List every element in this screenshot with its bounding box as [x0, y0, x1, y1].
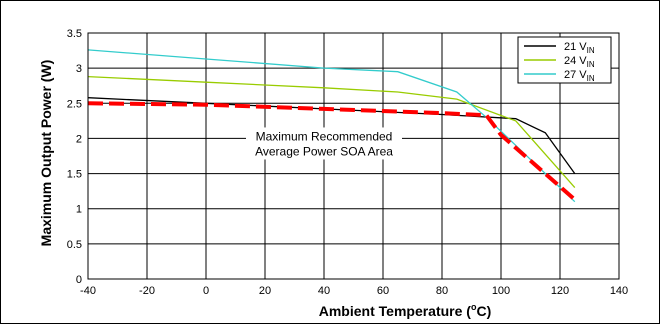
series-line-3	[87, 49, 576, 203]
legend-label-main: 21 V	[564, 41, 587, 53]
y-tick-label-6: 3	[76, 63, 82, 75]
x-axis-label: Ambient Temperature (oC)	[319, 302, 492, 319]
y-tick-label-2: 1	[76, 204, 82, 216]
annotation-background	[246, 127, 402, 160]
x-tick-label-7: 100	[492, 285, 510, 297]
soa-dashed-curve	[87, 101, 577, 202]
x-tick-label-8: 120	[551, 285, 569, 297]
y-tick-label-1: 0.5	[67, 239, 82, 251]
legend-label-1: 21 VIN	[564, 41, 595, 55]
x-tick-label-1: -20	[139, 285, 155, 297]
legend-label-3: 27 VIN	[564, 69, 595, 83]
y-tick-label-4: 2	[76, 133, 82, 145]
legend-label-sub: IN	[587, 60, 595, 69]
x-tick-label-5: 60	[377, 285, 389, 297]
plot-border	[87, 32, 620, 280]
x-tick-label-6: 80	[436, 285, 448, 297]
axis-layer	[87, 32, 620, 280]
y-tick-label-5: 2.5	[67, 98, 82, 110]
x-axis-label-degree: o	[471, 302, 477, 312]
x-tick-label-2: 0	[203, 285, 209, 297]
series-line-2	[87, 75, 576, 189]
legend-label-2: 24 VIN	[564, 55, 595, 69]
y-tick-label-3: 1.5	[67, 169, 82, 181]
x-tick-label-4: 40	[318, 285, 330, 297]
x-tick-label-3: 20	[259, 285, 271, 297]
annotation-line-1: Maximum Recommended	[256, 129, 393, 143]
y-tick-label-0: 0	[76, 274, 82, 286]
x-tick-label-9: 140	[610, 285, 628, 297]
x-axis-label-tail: C)	[476, 303, 491, 319]
y-tick-label-7: 3.5	[67, 28, 82, 40]
x-axis-label-main: Ambient Temperature (	[319, 303, 472, 319]
legend-label-main: 24 V	[564, 55, 587, 67]
legend-label-main: 27 V	[564, 69, 587, 81]
annotation-line-2: Average Power SOA Area	[255, 144, 393, 158]
series-layer	[87, 49, 577, 203]
tick-label-layer: 0 0.5 1 1.5 2 2.5 3 3.5 -40 -20 0 20 40 60 80 100 120 140	[67, 28, 628, 297]
legend-label-sub: IN	[587, 74, 595, 83]
legend-label-sub: IN	[587, 46, 595, 55]
y-axis-label: Maximum Output Power (W)	[38, 60, 54, 247]
x-tick-label-0: -40	[80, 285, 96, 297]
